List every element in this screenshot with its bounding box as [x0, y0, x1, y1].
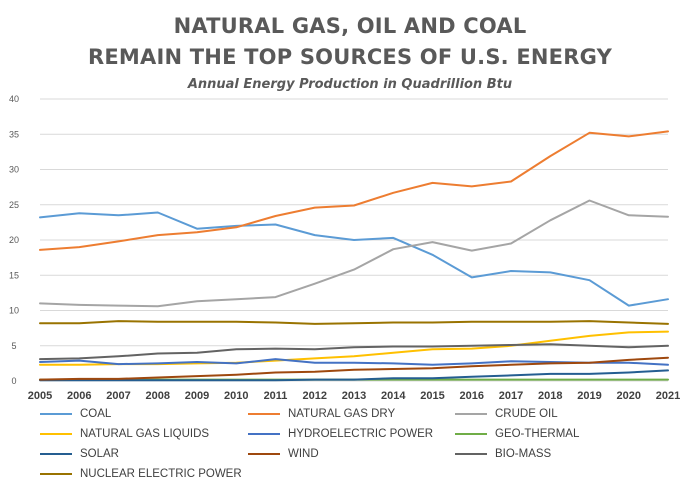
legend-swatch — [40, 453, 72, 455]
legend-item-nuclear-electric-power: NUCLEAR ELECTRIC POWER — [40, 466, 242, 482]
legend-label: COAL — [80, 408, 112, 420]
x-tick-label: 2008 — [146, 390, 170, 402]
legend-label: GEO-THERMAL — [495, 428, 580, 440]
legend-label: HYDROELECTRIC POWER — [288, 428, 434, 440]
y-tick-label: 35 — [9, 129, 19, 139]
x-tick-label: 2020 — [617, 390, 641, 402]
x-tick-label: 2021 — [656, 390, 680, 402]
y-tick-label: 20 — [9, 235, 19, 245]
chart-title-line-1: NATURAL GAS, OIL AND COAL — [173, 14, 527, 38]
legend-item-coal: COAL — [40, 406, 111, 422]
series-line-coal — [39, 211, 669, 307]
legend-swatch — [40, 473, 72, 475]
legend-swatch — [248, 413, 280, 415]
x-tick-label: 2015 — [420, 390, 444, 402]
legend-item-wind: WIND — [248, 446, 319, 462]
legend-label: CRUDE OIL — [495, 408, 558, 420]
x-tick-label: 2018 — [538, 390, 562, 402]
y-tick-label: 0 — [11, 376, 16, 386]
y-tick-label: 10 — [9, 306, 19, 316]
series-line-bio-mass — [39, 343, 669, 361]
legend-swatch — [455, 433, 487, 435]
series-line-wind — [39, 356, 669, 381]
legend-swatch — [455, 413, 487, 415]
legend-item-geo-thermal: GEO-THERMAL — [455, 426, 579, 442]
x-tick-label: 2005 — [28, 390, 52, 402]
legend-swatch — [248, 433, 280, 435]
x-tick-label: 2010 — [224, 390, 248, 402]
x-tick-label: 2014 — [381, 390, 406, 402]
x-tick-label: 2019 — [577, 390, 601, 402]
x-tick-label: 2006 — [67, 390, 91, 402]
legend-swatch — [455, 453, 487, 455]
legend-label: WIND — [288, 448, 319, 460]
x-tick-label: 2013 — [342, 390, 366, 402]
y-tick-label: 30 — [9, 165, 19, 175]
y-tick-label: 40 — [9, 94, 19, 104]
legend-label: NATURAL GAS DRY — [288, 408, 396, 420]
legend-item-crude-oil: CRUDE OIL — [455, 406, 558, 422]
legend-label: SOLAR — [80, 448, 119, 460]
legend-label: BIO-MASS — [495, 448, 552, 460]
y-tick-label: 25 — [9, 200, 19, 210]
x-tick-label: 2017 — [499, 390, 523, 402]
legend-item-bio-mass: BIO-MASS — [455, 446, 551, 462]
x-tick-label: 2009 — [185, 390, 209, 402]
legend-swatch — [40, 413, 72, 415]
x-tick-label: 2012 — [303, 390, 327, 402]
y-tick-label: 5 — [11, 341, 16, 351]
x-tick-label: 2016 — [460, 390, 484, 402]
legend-item-natural-gas-dry: NATURAL GAS DRY — [248, 406, 395, 422]
x-tick-label: 2011 — [264, 390, 288, 402]
x-tick-label: 2007 — [106, 390, 130, 402]
chart-subtitle: Annual Energy Production in Quadrillion … — [187, 77, 513, 92]
series-line-crude-oil — [39, 199, 669, 308]
legend-swatch — [40, 433, 72, 435]
chart-title-line-2: REMAIN THE TOP SOURCES OF U.S. ENERGY — [88, 45, 612, 69]
legend-item-hydroelectric-power: HYDROELECTRIC POWER — [248, 426, 433, 442]
y-tick-label: 15 — [9, 270, 19, 280]
series-line-solar — [39, 369, 669, 382]
series-line-nuclear-electric-power — [39, 320, 669, 325]
legend-item-solar: SOLAR — [40, 446, 119, 462]
legend-swatch — [248, 453, 280, 455]
legend-label: NATURAL GAS LIQUIDS — [80, 428, 210, 440]
legend-item-natural-gas-liquids: NATURAL GAS LIQUIDS — [40, 426, 209, 442]
series-line-natural-gas-dry — [39, 130, 669, 251]
legend-label: NUCLEAR ELECTRIC POWER — [80, 468, 242, 480]
